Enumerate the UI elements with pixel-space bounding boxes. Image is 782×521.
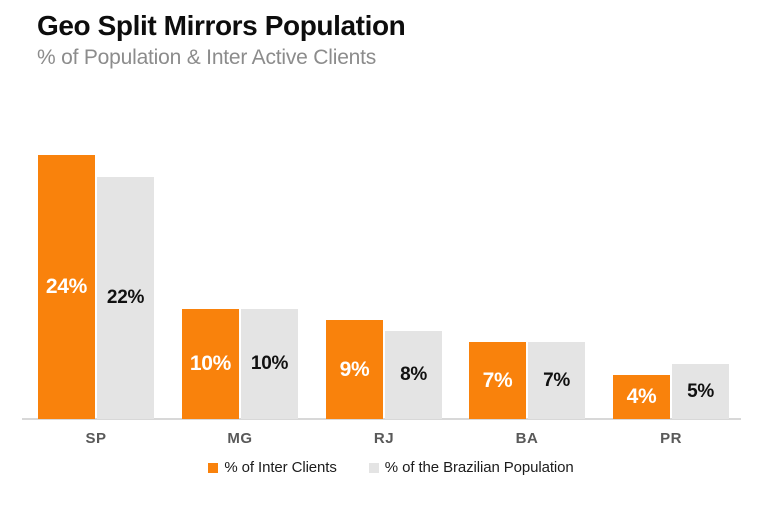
x-axis-label-ba: BA — [515, 430, 539, 447]
bar-value-label: 8% — [400, 364, 427, 385]
legend-swatch-orange — [208, 462, 219, 473]
x-axis-label-pr: PR — [660, 430, 682, 447]
legend-swatch-gray — [368, 462, 379, 473]
bar-pr-series-0: 4% — [613, 375, 670, 419]
bar-mg-series-1: 10% — [241, 309, 298, 419]
bar-sp-series-0: 24% — [38, 155, 95, 419]
bar-ba-series-1: 7% — [528, 342, 585, 419]
page-subtitle: % of Population & Inter Active Clients — [37, 46, 377, 69]
bar-sp-series-1: 22% — [97, 177, 154, 419]
bar-pr-series-1: 5% — [672, 364, 729, 419]
bar-value-label: 10% — [250, 353, 289, 374]
bar-rj-series-1: 8% — [385, 331, 442, 419]
bar-ba-series-0: 7% — [469, 342, 526, 419]
x-axis-label-mg: MG — [227, 430, 253, 447]
x-axis-label-rj: RJ — [373, 430, 395, 447]
bar-value-label: 9% — [339, 357, 370, 381]
bar-value-label: 7% — [543, 369, 570, 391]
bar-mg-series-0: 10% — [182, 309, 239, 419]
legend-item-brazilian-population: % of the Brazilian Population — [368, 459, 574, 476]
legend-label-inter-clients: % of Inter Clients — [224, 459, 337, 476]
bar-value-label: 22% — [106, 287, 145, 308]
chart-legend: % of Inter Clients % of the Brazilian Po… — [0, 459, 782, 476]
x-axis-line — [22, 418, 741, 420]
bar-value-label: 5% — [687, 380, 714, 402]
bar-rj-series-0: 9% — [326, 320, 383, 419]
x-axis-label-sp: SP — [85, 430, 107, 447]
bar-value-label: 7% — [482, 368, 513, 392]
page-title: Geo Split Mirrors Population — [37, 10, 406, 41]
legend-label-brazilian-population: % of the Brazilian Population — [384, 459, 574, 476]
legend-item-inter-clients: % of Inter Clients — [208, 459, 337, 476]
bar-value-label: 10% — [189, 352, 232, 375]
bar-value-label: 24% — [45, 275, 88, 298]
bar-value-label: 4% — [626, 385, 657, 408]
